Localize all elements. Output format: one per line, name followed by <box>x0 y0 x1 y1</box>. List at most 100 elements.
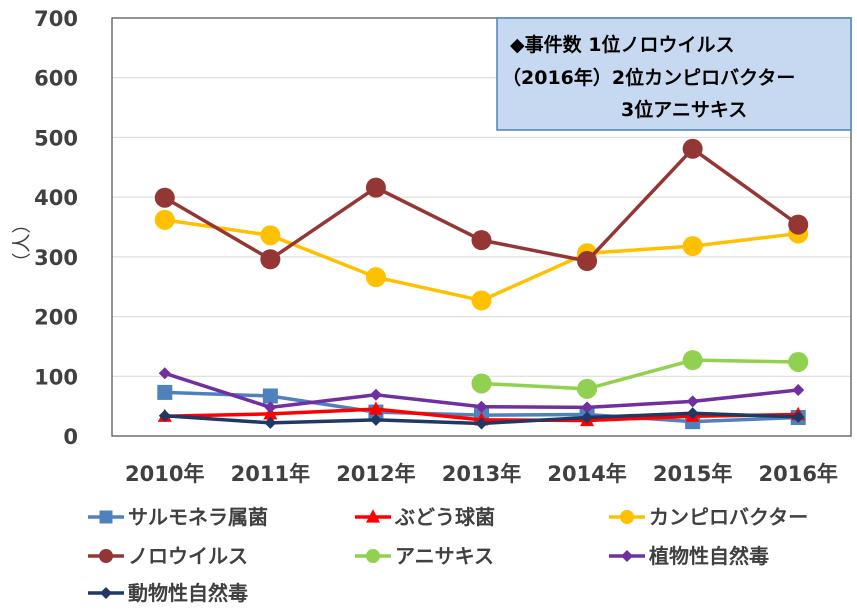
series-3-point <box>577 251 598 272</box>
series-2-line-segment <box>585 244 695 256</box>
y-tick-label: 100 <box>34 365 78 389</box>
legend-label: サルモネラ属菌 <box>128 505 268 529</box>
series-2-point <box>471 290 492 311</box>
series-3-line-segment <box>690 147 800 227</box>
series-5-line-segment <box>690 388 800 404</box>
series-6-line-segment <box>163 413 273 425</box>
legend-swatch-marker <box>100 587 112 599</box>
y-tick-label: 500 <box>34 126 78 150</box>
x-tick-label: 2016年 <box>758 462 837 486</box>
series-5-point <box>581 401 594 414</box>
y-tick-label: 300 <box>34 246 78 270</box>
annotation-line-2: （2016年）2位カンピロバクター <box>502 66 795 89</box>
series-6-line-segment <box>479 415 589 426</box>
series-5-line-segment <box>479 404 589 410</box>
legend-swatch-marker <box>621 550 633 562</box>
series-5-point <box>686 395 699 408</box>
legend-label: カンピロバクター <box>649 505 808 529</box>
series-3-point <box>365 177 386 198</box>
series-2-point <box>365 267 386 288</box>
series-2-point <box>682 236 703 257</box>
legend-swatch-marker <box>366 509 380 523</box>
x-tick-label: 2013年 <box>442 462 521 486</box>
series-3-line-segment <box>374 185 484 242</box>
y-tick-label: 700 <box>34 7 78 31</box>
series-4-point <box>577 378 598 399</box>
series-4-line-segment <box>585 358 695 391</box>
series-0-point <box>157 384 173 400</box>
series-3-point <box>154 187 175 208</box>
series-6-line-segment <box>268 418 378 425</box>
series-5-point <box>792 384 805 397</box>
legend-label: ぶどう球菌 <box>394 505 495 529</box>
legend-swatch-marker <box>366 549 380 563</box>
legend-swatch-marker <box>620 510 634 524</box>
series-6-line-segment <box>585 411 695 420</box>
x-tick-label: 2014年 <box>547 462 626 486</box>
y-tick-label: 0 <box>63 425 78 449</box>
legend-swatch-marker <box>99 510 113 524</box>
series-2-line-segment <box>268 233 378 279</box>
series-6-point <box>475 417 488 430</box>
series-6-point <box>158 409 171 422</box>
series-2-point <box>260 225 281 246</box>
series-6-point <box>686 407 699 420</box>
series-2-line-segment <box>374 275 484 303</box>
x-tick-label: 2010年 <box>125 462 204 486</box>
series-6-point <box>581 411 594 424</box>
series-1-line-segment <box>268 407 378 416</box>
series-0-line-segment <box>690 415 800 424</box>
series-3-line-segment <box>163 195 273 261</box>
series-2-point <box>154 209 175 230</box>
series-1-line-segment <box>585 414 695 423</box>
legend-swatch-marker <box>99 549 113 563</box>
series-1-line-segment <box>374 407 484 422</box>
series-3-line-segment <box>479 238 589 263</box>
series-3-point <box>682 138 703 159</box>
x-tick-label: 2011年 <box>231 462 310 486</box>
y-tick-label: 200 <box>34 306 78 330</box>
series-5-point <box>158 367 171 380</box>
series-3-point <box>260 249 281 270</box>
series-6-point <box>264 416 277 429</box>
series-4-point <box>682 350 703 371</box>
series-6-line-segment <box>690 411 800 419</box>
series-3-point <box>788 214 809 235</box>
series-0-line-segment <box>163 390 273 398</box>
y-tick-label: 600 <box>34 67 78 91</box>
x-tick-label: 2015年 <box>653 462 732 486</box>
series-5-line-segment <box>163 371 273 410</box>
legend-label: 動物性自然毒 <box>128 581 248 605</box>
series-2-line-segment <box>690 231 800 248</box>
x-tick-label: 2012年 <box>336 462 415 486</box>
series-6-point <box>792 410 805 423</box>
series-5-point <box>264 401 277 414</box>
series-4-line-segment <box>479 381 589 391</box>
legend-label: アニサキス <box>395 544 494 568</box>
series-3-point <box>471 230 492 251</box>
series-5-line-segment <box>585 399 695 410</box>
series-2-line-segment <box>479 251 589 303</box>
series-5-line-segment <box>374 393 484 409</box>
series-4-line-segment <box>690 358 800 364</box>
series-5-point <box>475 400 488 413</box>
y-axis-label: （人） <box>11 214 33 271</box>
annotation-line-3: 3位アニサキス <box>621 98 747 121</box>
y-tick-label: 400 <box>34 186 78 210</box>
legend-label: 植物性自然毒 <box>649 544 769 568</box>
series-5-line-segment <box>268 393 378 410</box>
series-5-point <box>369 388 382 401</box>
series-4-point <box>471 373 492 394</box>
legend-label: ノロウイルス <box>128 544 248 568</box>
series-1-point <box>368 401 383 415</box>
annotation-box <box>496 17 852 131</box>
series-6-point <box>369 413 382 426</box>
series-6-line-segment <box>374 418 484 426</box>
series-3-line-segment <box>268 185 378 261</box>
series-4-point <box>788 351 809 372</box>
annotation-line-1: ◆事件数 1位ノロウイルス <box>510 33 734 56</box>
series-0-point <box>262 388 278 404</box>
plot-area-border <box>111 17 852 437</box>
